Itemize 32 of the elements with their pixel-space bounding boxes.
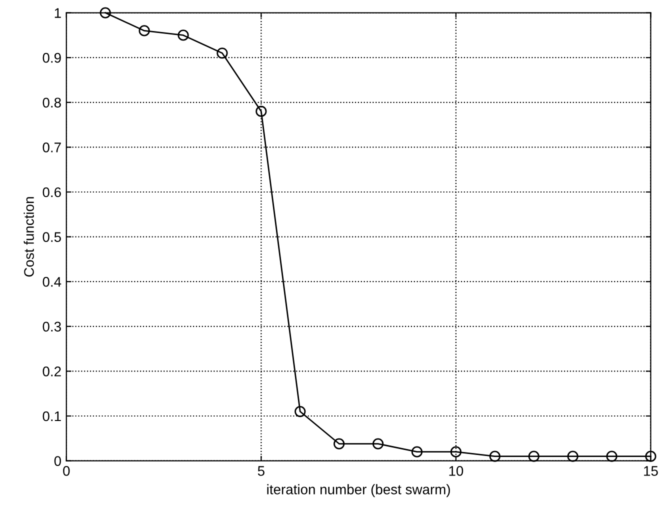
point (138, 25, 150, 36)
point (294, 406, 306, 418)
point (489, 450, 500, 462)
y-axis-title: Cost function (24, 197, 34, 277)
y-tick-label: 0.8 (42, 98, 61, 108)
x-tick-label: 15 (644, 466, 658, 476)
point (178, 30, 189, 41)
y-tick-label: 0.4 (42, 276, 62, 287)
x-axis-title: iteration number (best swarm) (267, 484, 450, 498)
point (411, 446, 423, 458)
x-tick-label: 0 (63, 466, 70, 476)
point (645, 450, 656, 462)
point (334, 438, 345, 450)
point (450, 446, 462, 458)
x-tick-label: 5 (258, 466, 264, 476)
y-tick-label: 0.7 (42, 142, 61, 152)
point (100, 7, 111, 18)
y-tick-label: 0.5 (42, 232, 61, 242)
y-tick-label: 0 (54, 456, 61, 466)
point (606, 450, 618, 462)
y-tick-label: 1 (54, 8, 61, 18)
y-tick-label: 0.6 (42, 187, 61, 198)
point (372, 438, 384, 450)
point (567, 450, 578, 462)
point (216, 48, 228, 59)
y-tick-label: 0.3 (42, 322, 61, 332)
point (528, 450, 540, 462)
y-tick-label: 0.2 (42, 366, 61, 376)
x-tick-label: 10 (449, 466, 464, 476)
point (256, 106, 267, 117)
y-tick-label: 0.9 (42, 52, 61, 63)
y-tick-label: 0.1 (42, 411, 61, 422)
